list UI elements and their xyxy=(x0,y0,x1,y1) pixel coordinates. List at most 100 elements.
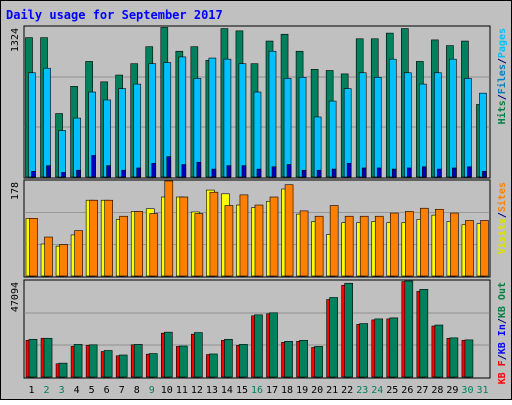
bar-files-day-11-fill xyxy=(178,56,187,178)
bar-kbout-day-23-fill xyxy=(359,323,369,378)
bar-kbout-day-7-fill xyxy=(118,354,128,378)
bar-sites-day-8 xyxy=(134,211,144,277)
bar-files-day-17-fill xyxy=(268,50,277,178)
bar-pages-day-1-fill xyxy=(31,171,36,178)
bar-sites-day-2 xyxy=(44,236,53,277)
bar-sites-day-27 xyxy=(420,207,429,277)
x-label-day-15: 15 xyxy=(236,385,248,396)
bar-kbout-day-11 xyxy=(179,345,188,378)
bar-pages-day-22-fill xyxy=(346,163,352,178)
x-label-day-13: 13 xyxy=(206,385,218,396)
bar-files-day-19 xyxy=(298,77,307,178)
chart-title: Daily usage for September 2017 xyxy=(6,8,223,22)
bar-files-day-27-fill xyxy=(419,83,427,178)
bar-pages-day-12 xyxy=(196,161,202,178)
bar-kbout-day-3 xyxy=(58,362,68,378)
bar-kbout-day-21 xyxy=(329,297,338,378)
bar-pages-day-6 xyxy=(106,165,111,178)
bar-files-day-24-fill xyxy=(373,77,382,178)
bar-pages-day-3-fill xyxy=(61,172,66,178)
bar-sites-day-14-fill xyxy=(224,205,234,277)
x-label-day-14: 14 xyxy=(221,385,233,396)
bar-pages-day-27-fill xyxy=(422,166,427,178)
bar-files-day-24 xyxy=(373,77,382,178)
bar-pages-day-17-fill xyxy=(271,166,277,178)
bar-files-day-28 xyxy=(434,72,442,178)
bar-kbout-day-2 xyxy=(43,337,53,378)
bar-sites-day-16-fill xyxy=(254,204,264,277)
bar-files-day-7 xyxy=(118,88,126,178)
bar-pages-day-8 xyxy=(136,167,142,178)
panel-middle-side-labels: Visits/Sites xyxy=(496,182,508,254)
panel-bottom-side-label-3: / xyxy=(497,318,508,324)
bar-kbout-day-9 xyxy=(148,353,158,378)
bar-kbout-day-21-fill xyxy=(329,297,338,378)
bar-sites-day-16 xyxy=(254,204,264,277)
bar-pages-day-8-fill xyxy=(136,167,142,178)
x-label-day-4: 4 xyxy=(74,385,80,396)
bar-sites-day-7 xyxy=(119,215,128,277)
bar-files-day-26 xyxy=(404,72,412,178)
panel-top-side-label-2: Files xyxy=(496,64,508,94)
bar-sites-day-28 xyxy=(435,208,444,277)
bar-kbout-day-18 xyxy=(284,341,293,378)
bar-sites-day-24 xyxy=(374,215,384,277)
bar-kbout-day-2-fill xyxy=(43,337,53,378)
bar-files-day-29-fill xyxy=(449,58,457,178)
panel-bottom-side-label-2: KB In xyxy=(497,324,508,354)
bar-kbout-day-17-fill xyxy=(269,312,278,378)
bar-kbout-day-5 xyxy=(88,344,98,378)
bar-kbout-day-13 xyxy=(209,353,218,378)
bar-sites-day-28-fill xyxy=(435,208,444,277)
panel-middle: 178 Visits/Sites xyxy=(10,179,508,278)
bar-kbout-day-4 xyxy=(73,344,83,378)
bar-kbout-day-20-fill xyxy=(314,346,323,378)
bar-sites-day-5-fill xyxy=(89,199,98,277)
bar-sites-day-29 xyxy=(450,212,459,277)
bar-sites-day-3-fill xyxy=(59,244,68,277)
bar-pages-day-11 xyxy=(181,164,187,178)
bar-kbout-day-1-fill xyxy=(28,338,38,378)
bar-sites-day-14 xyxy=(224,205,234,277)
bar-pages-day-20 xyxy=(316,169,322,178)
bar-kbout-day-24-fill xyxy=(374,318,384,378)
bar-files-day-13 xyxy=(208,57,217,178)
bar-pages-day-25-fill xyxy=(391,168,397,178)
bar-files-day-17 xyxy=(268,50,277,178)
x-label-day-1: 1 xyxy=(29,385,35,396)
bar-kbout-day-29 xyxy=(449,337,459,378)
bar-pages-day-30-fill xyxy=(467,166,472,178)
bar-pages-day-13-fill xyxy=(211,168,217,178)
bar-sites-day-10 xyxy=(164,180,174,277)
x-label-day-12: 12 xyxy=(191,385,203,396)
x-label-day-23: 23 xyxy=(356,385,368,396)
bar-kbout-day-12-fill xyxy=(194,332,203,378)
bar-files-day-21-fill xyxy=(328,100,337,178)
bar-kbout-day-16-fill xyxy=(254,314,263,378)
x-label-day-24: 24 xyxy=(371,385,383,396)
bar-files-day-30 xyxy=(464,78,472,178)
panel-middle-side-label-0: Visits xyxy=(496,218,508,254)
bar-kbout-day-26 xyxy=(404,280,414,378)
panel-middle-ymax-label: 178 xyxy=(10,182,21,200)
x-label-day-6: 6 xyxy=(104,385,110,396)
panel-middle-side-label-2: Sites xyxy=(496,182,508,212)
bar-pages-day-10 xyxy=(166,156,172,178)
x-label-day-11: 11 xyxy=(176,385,188,396)
bar-kbout-day-14-fill xyxy=(224,338,233,378)
x-label-day-10: 10 xyxy=(161,385,173,396)
bar-pages-day-15 xyxy=(241,165,247,178)
bar-sites-day-11-fill xyxy=(179,196,189,277)
bar-sites-day-22 xyxy=(344,215,354,277)
bar-pages-day-9-fill xyxy=(151,163,157,178)
bar-files-day-25-fill xyxy=(388,58,397,178)
bar-files-day-14-fill xyxy=(223,58,232,178)
bar-kbout-day-23 xyxy=(359,323,369,378)
bar-files-day-21 xyxy=(328,100,337,178)
bar-pages-day-14-fill xyxy=(226,165,232,178)
x-label-day-26: 26 xyxy=(401,385,413,396)
bar-pages-day-6-fill xyxy=(106,165,111,178)
panel-top-side-label-0: Hits xyxy=(496,100,508,124)
bar-pages-day-27 xyxy=(422,166,427,178)
